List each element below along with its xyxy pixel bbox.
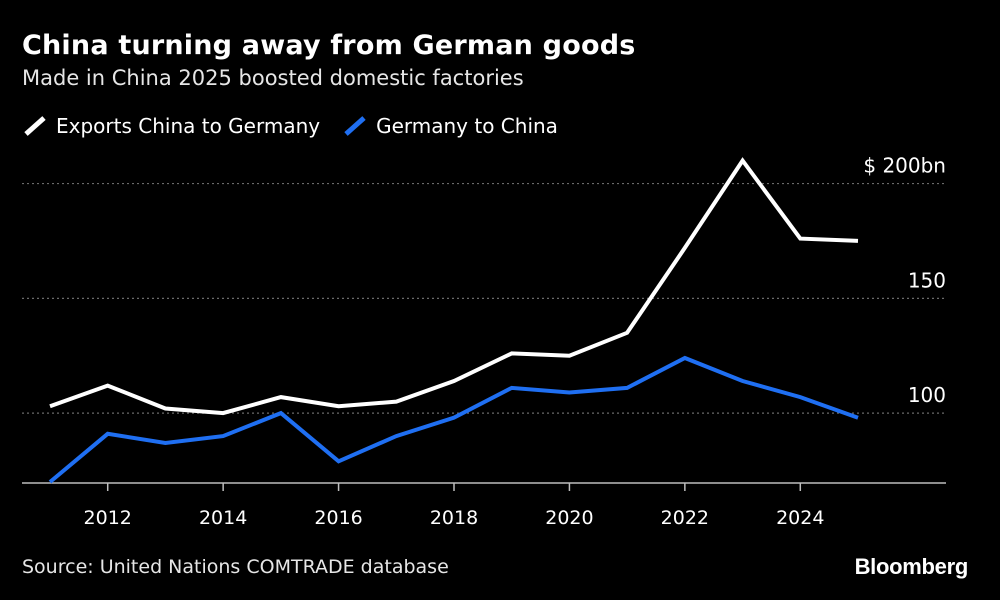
bloomberg-logo: Bloomberg (854, 554, 969, 579)
x-tick-label-2012: 2012 (84, 507, 132, 529)
x-tick-label-2016: 2016 (314, 507, 362, 529)
y-tick-label-150: 150 (908, 268, 946, 292)
x-tick-label-2014: 2014 (199, 507, 247, 529)
legend-label-germany-exports: Germany to China (376, 114, 558, 138)
x-tick-label-2018: 2018 (430, 507, 478, 529)
legend-swatch-china-exports (24, 116, 46, 136)
legend-item-germany-exports: Germany to China (342, 114, 558, 138)
x-tick-label-2022: 2022 (661, 507, 709, 529)
y-tick-label-100: 100 (908, 383, 946, 407)
chart-subtitle: Made in China 2025 boosted domestic fact… (22, 66, 524, 90)
legend-item-china-exports: Exports China to Germany (22, 114, 320, 138)
chart-title: China turning away from German goods (22, 30, 636, 61)
legend-label-china-exports: Exports China to Germany (56, 114, 321, 138)
series-line-germany-exports (48, 355, 859, 484)
chart-legend: Exports China to Germany Germany to Chin… (22, 112, 580, 140)
y-tick-label-200: $ 200bn (863, 154, 946, 178)
source-note: Source: United Nations COMTRADE database (22, 556, 449, 578)
series-line-china-exports (49, 157, 859, 416)
x-tick-label-2020: 2020 (545, 507, 593, 529)
legend-swatch-germany-exports (344, 116, 366, 136)
x-tick-label-2024: 2024 (776, 507, 824, 529)
